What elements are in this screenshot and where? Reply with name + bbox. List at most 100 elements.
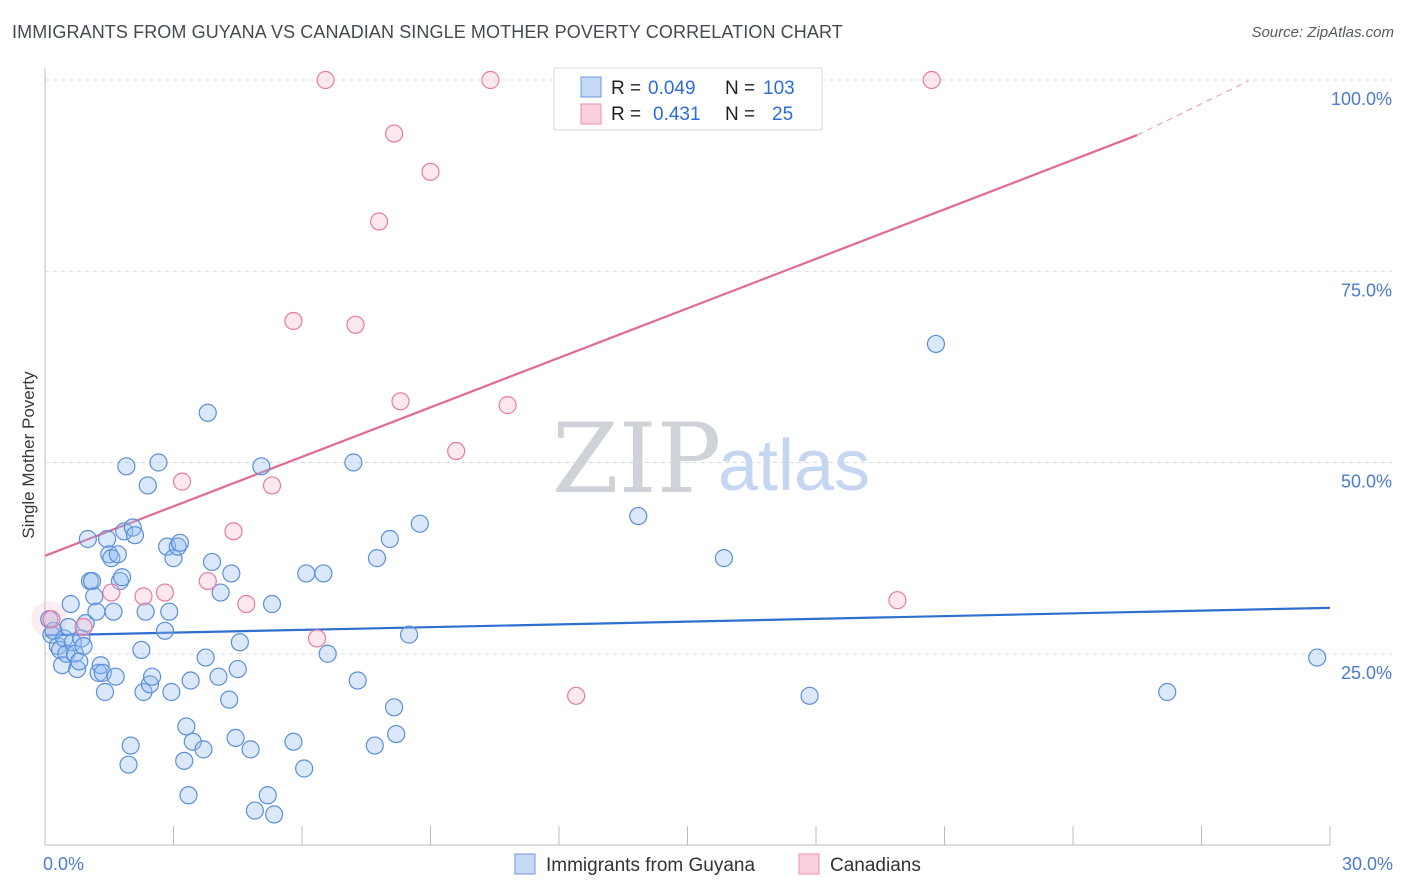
point-canadians-21 [567, 686, 586, 705]
watermark-zip: ZIP [552, 403, 721, 515]
point-guyana-71 [245, 801, 264, 820]
point-canadians-15 [384, 124, 404, 143]
point-guyana-81 [344, 453, 363, 472]
point-guyana-50 [162, 682, 181, 702]
y-tick-label-0: 25.0% [1341, 663, 1392, 683]
bottom-legend-swatch-canadians [798, 853, 820, 875]
point-canadians-7 [224, 522, 243, 541]
point-guyana-90 [629, 506, 648, 526]
point-guyana-15 [74, 636, 93, 656]
point-guyana-94 [1158, 682, 1177, 702]
point-guyana-86 [384, 698, 404, 717]
y-tick-label-1: 50.0% [1341, 472, 1392, 492]
point-guyana-49 [160, 602, 179, 621]
point-guyana-78 [297, 564, 316, 583]
point-guyana-13 [70, 652, 89, 671]
point-guyana-84 [367, 549, 387, 568]
point-guyana-43 [138, 476, 157, 495]
point-guyana-55 [177, 717, 196, 736]
point-canadians-16 [391, 392, 410, 411]
point-guyana-10 [63, 633, 82, 652]
chart-title: IMMIGRANTS FROM GUYANA VS CANADIAN SINGL… [12, 22, 843, 42]
point-canadians-19 [481, 70, 500, 90]
point-guyana-88 [399, 625, 419, 644]
legend-n-value-2: 25 [772, 104, 793, 125]
point-guyana-63 [209, 667, 228, 686]
point-guyana-39 [125, 526, 145, 545]
point-guyana-37 [121, 736, 140, 755]
point-guyana-29 [104, 602, 123, 621]
point-guyana-75 [265, 805, 284, 824]
point-guyana-5 [53, 656, 72, 675]
point-guyana-62 [202, 552, 222, 572]
point-guyana-30 [106, 667, 125, 686]
point-guyana-34 [115, 522, 134, 541]
x-tick-label-0: 0.0% [43, 854, 84, 874]
point-guyana-61 [198, 403, 217, 422]
point-canadians-23 [922, 70, 941, 90]
point-guyana-25 [95, 682, 115, 702]
point-guyana-74 [262, 594, 282, 614]
legend-swatch-guyana [580, 76, 602, 98]
point-canadians-2 [102, 583, 121, 602]
chart-source: Source: ZipAtlas.com [1251, 24, 1394, 41]
legend-r-label-1: R = [611, 78, 641, 99]
bottom-legend-label-canadians: Canadians [830, 855, 921, 876]
point-guyana-69 [230, 633, 249, 652]
legend-r-value-2: 0.431 [653, 104, 701, 125]
point-guyana-82 [348, 671, 367, 690]
point-guyana-53 [170, 533, 190, 552]
trend-line-guyana [44, 606, 1331, 637]
point-guyana-20 [85, 587, 104, 606]
point-guyana-21 [87, 602, 106, 621]
trend-line-canadians [44, 134, 1138, 557]
point-canadians-12 [316, 70, 335, 90]
point-guyana-95 [1308, 648, 1327, 667]
point-guyana-73 [258, 786, 277, 805]
point-guyana-51 [164, 549, 183, 568]
point-guyana-67 [226, 728, 245, 748]
legend-n-label-2: N = [725, 104, 755, 125]
point-guyana-59 [194, 740, 213, 759]
point-canadians-18 [447, 441, 466, 461]
point-guyana-77 [295, 759, 314, 778]
point-canadians-17 [421, 162, 440, 181]
point-guyana-33 [112, 568, 132, 587]
point-cluster-halo [31, 601, 68, 638]
bottom-legend-swatch-guyana [514, 853, 536, 875]
point-guyana-70 [241, 740, 260, 759]
point-guyana-9 [61, 594, 80, 614]
point-guyana-57 [181, 671, 200, 690]
point-canadians-14 [370, 212, 389, 231]
point-guyana-60 [196, 648, 215, 667]
data-points [31, 70, 1327, 824]
point-guyana-42 [136, 602, 155, 621]
axes [44, 68, 1331, 846]
bottom-legend: Immigrants from Guyana Canadians [514, 853, 921, 876]
point-canadians-6 [198, 571, 217, 591]
point-canadians-10 [284, 311, 303, 331]
point-guyana-54 [175, 751, 194, 770]
point-guyana-65 [220, 690, 239, 709]
point-canadians-11 [307, 629, 327, 648]
point-guyana-76 [284, 732, 303, 751]
point-guyana-31 [108, 545, 127, 564]
point-guyana-56 [179, 786, 198, 805]
legend-r-value-1: 0.049 [648, 78, 696, 99]
point-canadians-1 [74, 617, 93, 637]
point-guyana-91 [714, 549, 734, 568]
point-canadians-4 [155, 583, 175, 602]
legend-n-label-1: N = [725, 78, 755, 99]
point-guyana-46 [149, 453, 168, 472]
point-guyana-19 [83, 571, 102, 591]
point-canadians-3 [134, 587, 153, 606]
point-guyana-87 [387, 724, 406, 744]
legend-r-label-2: R = [611, 104, 641, 125]
point-canadians-8 [237, 594, 256, 614]
y-tick-label-2: 75.0% [1341, 280, 1392, 300]
point-guyana-79 [314, 564, 333, 583]
point-guyana-40 [132, 640, 151, 660]
legend-n-value-1: 103 [763, 78, 795, 99]
point-canadians-22 [888, 591, 907, 610]
